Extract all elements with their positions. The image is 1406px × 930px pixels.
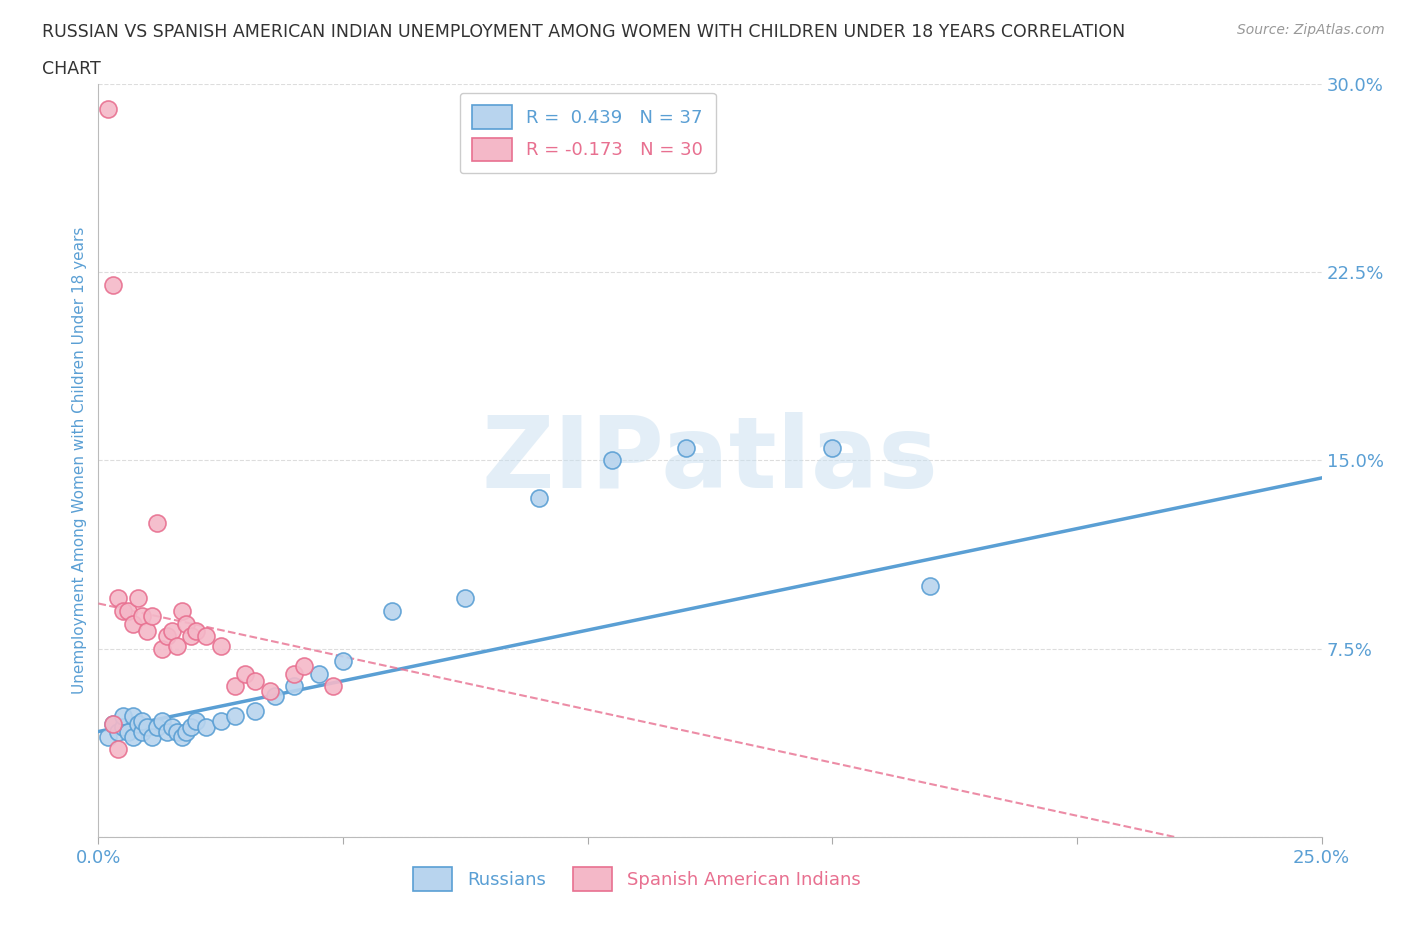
Point bbox=[107, 742, 129, 757]
Point bbox=[600, 453, 623, 468]
Point bbox=[131, 608, 153, 623]
Text: ZIPatlas: ZIPatlas bbox=[482, 412, 938, 509]
Point bbox=[176, 724, 198, 739]
Point bbox=[107, 591, 129, 606]
Point bbox=[283, 666, 305, 681]
Point bbox=[527, 491, 550, 506]
Point bbox=[136, 624, 159, 639]
Point bbox=[150, 642, 173, 657]
Point bbox=[111, 604, 134, 618]
Point bbox=[224, 679, 246, 694]
Point bbox=[332, 654, 354, 669]
Point bbox=[160, 719, 183, 734]
Point bbox=[121, 729, 143, 744]
Legend: Russians, Spanish American Indians: Russians, Spanish American Indians bbox=[399, 855, 873, 903]
Point bbox=[292, 658, 315, 673]
Point bbox=[381, 604, 404, 618]
Point bbox=[101, 277, 124, 292]
Point bbox=[243, 704, 266, 719]
Point bbox=[156, 629, 179, 644]
Point bbox=[101, 716, 124, 731]
Point bbox=[127, 591, 149, 606]
Point bbox=[136, 719, 159, 734]
Point bbox=[454, 591, 477, 606]
Point bbox=[170, 729, 193, 744]
Point bbox=[176, 616, 198, 631]
Point bbox=[141, 608, 163, 623]
Point bbox=[160, 624, 183, 639]
Point bbox=[209, 639, 232, 654]
Point bbox=[111, 709, 134, 724]
Point bbox=[259, 684, 281, 698]
Point bbox=[195, 629, 218, 644]
Point bbox=[675, 440, 697, 455]
Point bbox=[121, 616, 143, 631]
Point bbox=[243, 674, 266, 689]
Point bbox=[141, 729, 163, 744]
Point bbox=[107, 724, 129, 739]
Point bbox=[111, 719, 134, 734]
Point bbox=[308, 666, 330, 681]
Point bbox=[146, 515, 169, 530]
Point bbox=[156, 724, 179, 739]
Y-axis label: Unemployment Among Women with Children Under 18 years: Unemployment Among Women with Children U… bbox=[72, 227, 87, 694]
Point bbox=[180, 719, 202, 734]
Point bbox=[180, 629, 202, 644]
Point bbox=[97, 729, 120, 744]
Point bbox=[170, 604, 193, 618]
Point bbox=[131, 724, 153, 739]
Point bbox=[322, 679, 344, 694]
Point bbox=[233, 666, 256, 681]
Text: RUSSIAN VS SPANISH AMERICAN INDIAN UNEMPLOYMENT AMONG WOMEN WITH CHILDREN UNDER : RUSSIAN VS SPANISH AMERICAN INDIAN UNEMP… bbox=[42, 23, 1125, 41]
Text: Source: ZipAtlas.com: Source: ZipAtlas.com bbox=[1237, 23, 1385, 37]
Point bbox=[209, 714, 232, 729]
Point bbox=[166, 724, 188, 739]
Point bbox=[195, 719, 218, 734]
Point bbox=[121, 709, 143, 724]
Point bbox=[117, 724, 139, 739]
Point bbox=[920, 578, 942, 593]
Point bbox=[131, 714, 153, 729]
Point bbox=[186, 624, 208, 639]
Point bbox=[127, 716, 149, 731]
Point bbox=[117, 604, 139, 618]
Point bbox=[186, 714, 208, 729]
Text: CHART: CHART bbox=[42, 60, 101, 78]
Point bbox=[146, 719, 169, 734]
Point bbox=[166, 639, 188, 654]
Point bbox=[821, 440, 844, 455]
Point bbox=[283, 679, 305, 694]
Point bbox=[97, 101, 120, 116]
Point bbox=[101, 716, 124, 731]
Point bbox=[263, 689, 285, 704]
Point bbox=[150, 714, 173, 729]
Point bbox=[224, 709, 246, 724]
